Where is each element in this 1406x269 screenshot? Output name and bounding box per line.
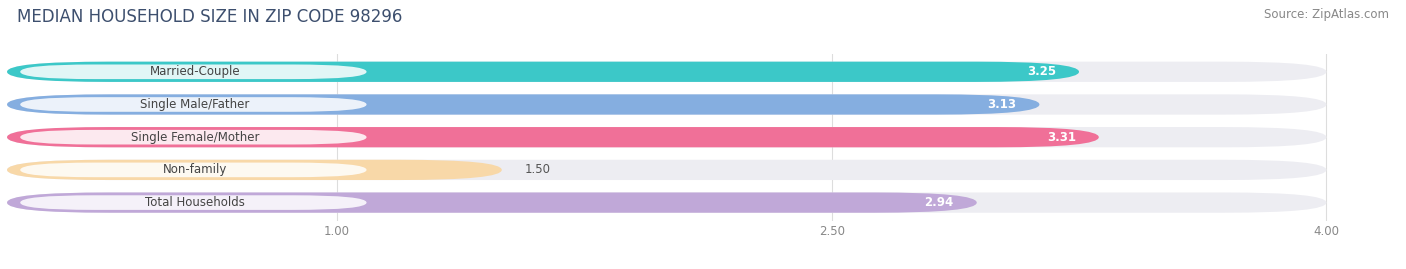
FancyBboxPatch shape	[20, 195, 367, 210]
FancyBboxPatch shape	[7, 160, 502, 180]
Text: Total Households: Total Households	[145, 196, 245, 209]
Text: 3.31: 3.31	[1046, 131, 1076, 144]
Text: Non-family: Non-family	[163, 163, 228, 176]
FancyBboxPatch shape	[20, 130, 367, 144]
FancyBboxPatch shape	[7, 160, 1326, 180]
Text: Single Male/Father: Single Male/Father	[141, 98, 250, 111]
FancyBboxPatch shape	[7, 62, 1078, 82]
Text: 3.25: 3.25	[1026, 65, 1056, 78]
FancyBboxPatch shape	[7, 192, 1326, 213]
Text: 3.13: 3.13	[987, 98, 1017, 111]
FancyBboxPatch shape	[20, 65, 367, 79]
FancyBboxPatch shape	[7, 94, 1039, 115]
FancyBboxPatch shape	[20, 97, 367, 112]
Text: Married-Couple: Married-Couple	[149, 65, 240, 78]
Text: Source: ZipAtlas.com: Source: ZipAtlas.com	[1264, 8, 1389, 21]
FancyBboxPatch shape	[20, 162, 367, 177]
FancyBboxPatch shape	[7, 94, 1326, 115]
FancyBboxPatch shape	[7, 127, 1326, 147]
FancyBboxPatch shape	[7, 62, 1326, 82]
Text: Single Female/Mother: Single Female/Mother	[131, 131, 259, 144]
FancyBboxPatch shape	[7, 192, 977, 213]
FancyBboxPatch shape	[7, 127, 1099, 147]
Text: MEDIAN HOUSEHOLD SIZE IN ZIP CODE 98296: MEDIAN HOUSEHOLD SIZE IN ZIP CODE 98296	[17, 8, 402, 26]
Text: 1.50: 1.50	[524, 163, 551, 176]
Text: 2.94: 2.94	[924, 196, 953, 209]
